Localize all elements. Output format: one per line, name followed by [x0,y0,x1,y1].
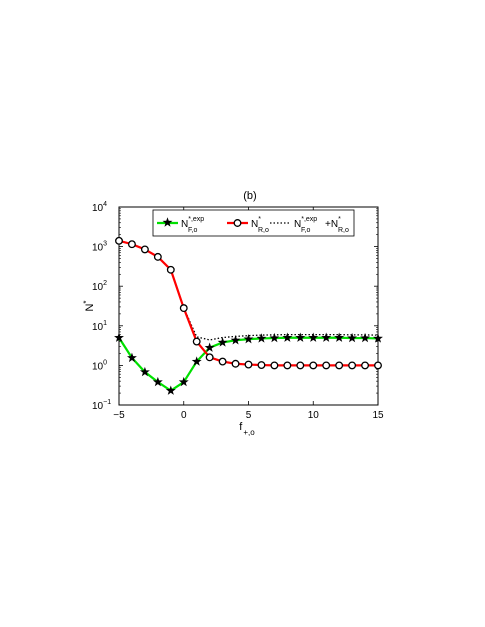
legend-1-sub: F,o [188,227,197,234]
series-1-point [334,332,345,342]
plot-frame [118,206,379,406]
x-tick-label: 15 [372,410,384,421]
x-tick-label: 10 [308,410,320,421]
series-2-point [309,361,318,370]
series-2-point [115,236,123,245]
y-tick-label-base: 10 [92,322,104,333]
y-tick-label-base: 10 [92,401,104,412]
legend-3-sup2: * [338,216,341,223]
chart-title: (b) [243,190,256,202]
series-2-point [205,353,214,362]
series-1-point [165,385,176,395]
y-tick-label-exponent: 3 [103,241,107,248]
series-1-point [139,366,150,377]
series-2-point [244,360,253,369]
x-axis: −5 0 5 10 15 [113,207,384,421]
legend-marker-series-2 [233,219,242,227]
y-axis-label-main: N [84,304,96,312]
plot-area [118,206,379,406]
series-1-point [295,332,306,342]
series-2-point [374,361,382,370]
series-2-point [179,304,188,313]
y-tick-label-exponent: 2 [103,280,107,287]
series-1-point [217,337,228,347]
x-axis-label-sub: +,o [243,428,255,437]
legend-3-main2: N [331,219,338,230]
series-1-point [204,342,215,352]
legend-2-sup: * [258,216,261,223]
y-tick-label-base: 10 [92,243,104,254]
legend-3-sub1: F,o [301,227,310,234]
x-axis-label: f+,o [239,421,255,437]
series-2-point [361,361,369,370]
series-2-point [231,359,240,368]
legend-label-series-2: N* R,o [251,216,269,234]
series-1-point [243,333,254,344]
series-layer [114,236,383,395]
series-2-point [192,337,201,346]
legend-3-sub2: R,o [338,227,349,234]
legend: N*,exp F,o N* R,o N*,exp F,o+N* R,o [152,209,355,237]
legend-label-series-1: N*,exp F,o [181,216,204,234]
legend-box [152,209,355,237]
series-2-point [218,357,227,366]
series-1-point [256,333,267,343]
x-tick-label: 0 [181,410,187,421]
legend-3-main1: N [294,219,301,230]
series-1-point [152,376,163,387]
y-tick-label: 100 [92,359,107,372]
legend-3-plus: + [325,219,331,230]
series-2-point [127,240,136,249]
series-1-point [347,332,358,343]
series-2-point [348,361,357,370]
series-1-point [230,335,241,345]
y-axis-label: N* [82,300,96,311]
series-2-point [283,361,292,370]
y-tick-label-exponent: 4 [103,201,107,208]
series-2-point [166,265,175,274]
series-1-point [282,332,293,342]
series-1-point [269,332,280,343]
y-tick-label: 104 [92,201,107,214]
series-1-point [321,332,332,342]
series-2-point [257,361,266,370]
y-axis-label-group: N* [82,300,96,311]
series-1-point [178,376,189,387]
y-tick-label-base: 10 [92,203,104,214]
legend-2-main: N [251,219,258,230]
y-tick-label-base: 10 [92,361,104,372]
series-1-point [360,332,370,343]
y-tick-label: 102 [92,280,107,293]
series-1-point [373,333,383,343]
legend-2-sub: R,o [258,227,269,234]
series-1-point [114,332,124,342]
series-2-point [335,361,344,370]
x-axis-label-main: f [239,421,243,433]
legend-1-sup: *,exp [188,216,204,223]
series-2-point [322,361,331,370]
x-tick-label: 5 [246,410,252,421]
legend-1-main: N [181,219,188,230]
legend-3-sup1: *,exp [301,216,317,223]
series-2-point [296,361,305,370]
y-tick-label-base: 10 [92,282,104,293]
y-tick-label-exponent: 1 [103,320,107,327]
y-tick-label: 101 [92,320,107,333]
y-tick-label: 10−1 [92,399,111,412]
legend-marker-series-1 [162,217,173,227]
y-tick-label-exponent: 0 [103,359,107,366]
series-2-point [270,361,279,370]
series-1-point [127,352,137,363]
series-2-point [153,252,162,261]
series-2-point [140,245,149,254]
y-axis-label-sup: * [82,300,91,303]
series-1-point [308,332,319,342]
x-tick-label: −5 [113,410,125,421]
series-1-point [191,356,202,366]
y-tick-label: 103 [92,241,107,254]
legend-label-series-3: N*,exp F,o+N* R,o [294,216,349,234]
y-tick-label-exponent: −1 [103,399,111,406]
